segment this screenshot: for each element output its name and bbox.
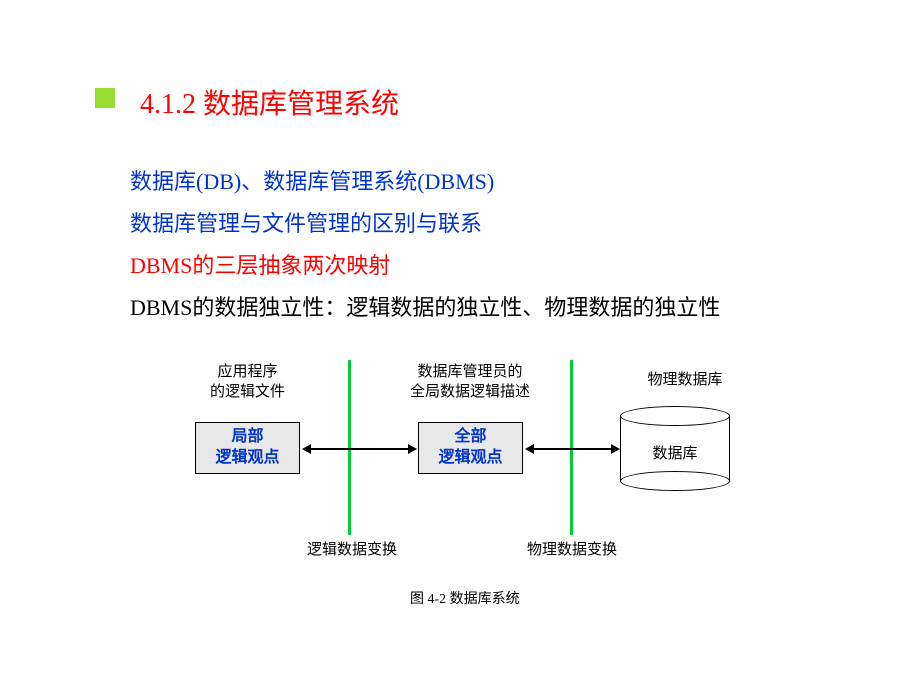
- label-dba-global-desc: 数据库管理员的 全局数据逻辑描述: [400, 362, 540, 403]
- box-text: 全部: [419, 427, 522, 448]
- arrow-head-right-icon: [408, 444, 417, 454]
- arrow-line: [310, 448, 410, 450]
- body-line-2: 数据库管理与文件管理的区别与联系: [130, 204, 482, 245]
- label-text: 数据库管理员的: [417, 364, 522, 380]
- cylinder-label: 数据库: [620, 444, 730, 464]
- section-title: 4.1.2 数据库管理系统: [140, 82, 399, 122]
- label-text: 的逻辑文件: [210, 384, 285, 400]
- box-local-view: 局部 逻辑观点: [195, 422, 300, 474]
- body-line-3: DBMS的三层抽象两次映射: [130, 246, 390, 287]
- arrow-line: [533, 448, 613, 450]
- diagram-container: 应用程序 的逻辑文件 数据库管理员的 全局数据逻辑描述 物理数据库 局部 逻辑观…: [120, 360, 820, 620]
- label-app-logical-file: 应用程序 的逻辑文件: [195, 362, 300, 403]
- figure-caption: 图 4-2 数据库系统: [410, 588, 520, 608]
- label-logical-transform: 逻辑数据变换: [302, 540, 402, 560]
- bullet-icon: [95, 88, 115, 108]
- arrow-head-left-icon: [525, 444, 534, 454]
- label-text: 应用程序: [217, 364, 277, 380]
- label-physical-transform: 物理数据变换: [522, 540, 622, 560]
- box-text: 局部: [196, 427, 299, 448]
- body-line-4: DBMS的数据独立性：逻辑数据的独立性、物理数据的独立性: [130, 288, 720, 329]
- cylinder-database: 数据库: [620, 406, 730, 491]
- arrow-head-left-icon: [302, 444, 311, 454]
- box-global-view: 全部 逻辑观点: [418, 422, 523, 474]
- box-text: 逻辑观点: [196, 448, 299, 469]
- box-text: 逻辑观点: [419, 448, 522, 469]
- body-line-1: 数据库(DB)、数据库管理系统(DBMS): [130, 162, 494, 203]
- label-text: 全局数据逻辑描述: [410, 384, 530, 400]
- arrow-head-right-icon: [611, 444, 620, 454]
- label-physical-db: 物理数据库: [640, 370, 730, 390]
